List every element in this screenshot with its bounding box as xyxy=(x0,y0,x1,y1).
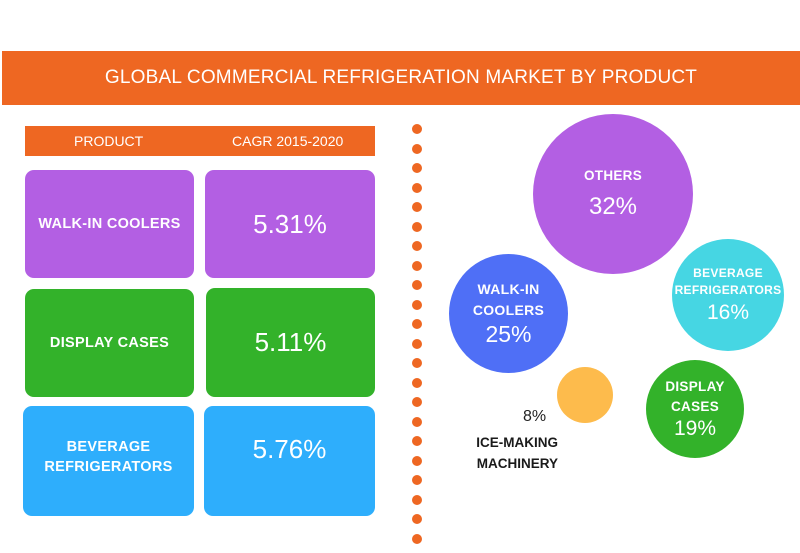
bubble-display: DISPLAY CASES 19% xyxy=(646,360,744,458)
row-beverage-cagr: 5.76% xyxy=(204,406,375,516)
bubble-value: 16% xyxy=(706,301,750,324)
dotted-divider xyxy=(412,124,423,553)
header-product: PRODUCT xyxy=(74,133,144,149)
row-walkin-product: WALK-IN COOLERS xyxy=(25,170,194,278)
header-cagr: CAGR 2015-2020 xyxy=(232,133,344,149)
bubble-label-line1: WALK-IN xyxy=(477,281,540,297)
bubble-label-line1: BEVERAGE xyxy=(693,266,763,280)
table-header: PRODUCT CAGR 2015-2020 xyxy=(25,126,375,156)
bubble-ice-making xyxy=(557,367,613,423)
bubble-beverage: BEVERAGE REFRIGERATORS 16% xyxy=(672,239,784,351)
row-display-product: DISPLAY CASES xyxy=(25,289,194,397)
product-label-line1: BEVERAGE xyxy=(66,439,151,455)
bubble-label-line2: CASES xyxy=(670,399,719,414)
bubble-label-line1: DISPLAY xyxy=(665,379,725,394)
product-label: WALK-IN COOLERS xyxy=(38,216,181,232)
row-walkin-cagr: 5.31% xyxy=(205,170,375,278)
cagr-value: 5.76% xyxy=(252,434,327,464)
bubble-others: OTHERS 32% xyxy=(533,114,693,274)
row-display-cagr: 5.11% xyxy=(206,288,375,397)
row-beverage-product: BEVERAGE REFRIGERATORS xyxy=(23,406,194,516)
chart-title-bar: GLOBAL COMMERCIAL REFRIGERATION MARKET B… xyxy=(2,51,800,105)
cagr-value: 5.11% xyxy=(254,327,327,357)
chart-title: GLOBAL COMMERCIAL REFRIGERATION MARKET B… xyxy=(104,67,698,88)
product-label: DISPLAY CASES xyxy=(49,335,170,351)
ice-label-line2: MACHINERY xyxy=(476,456,558,471)
ice-making-value: 8% xyxy=(523,408,547,425)
bubble-label-line2: REFRIGERATORS xyxy=(674,283,782,297)
bubble-value: 32% xyxy=(588,193,638,220)
product-label-line2: REFRIGERATORS xyxy=(44,459,173,475)
ice-label-line1: ICE-MAKING xyxy=(476,435,558,450)
bubble-label: OTHERS xyxy=(583,168,643,183)
ice-making-label: ICE-MAKING MACHINERY xyxy=(466,432,558,474)
bubble-label-line2: COOLERS xyxy=(472,302,545,318)
bubble-value: 19% xyxy=(673,417,717,440)
bubble-value: 25% xyxy=(485,321,532,347)
cagr-value: 5.31% xyxy=(253,208,327,239)
bubble-walkin: WALK-IN COOLERS 25% xyxy=(449,254,568,373)
